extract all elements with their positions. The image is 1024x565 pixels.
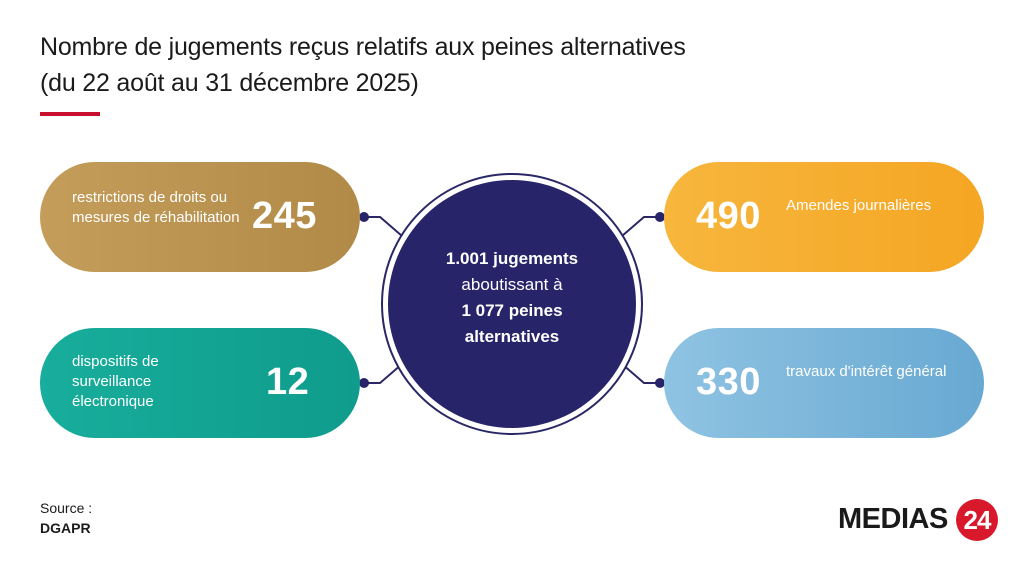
medias24-logo: MEDIAS 24: [838, 497, 1004, 543]
connector-amendes: [621, 216, 660, 237]
connector-dot-amendes: [655, 212, 665, 222]
category-amendes: 490 Amendes journalières: [664, 162, 984, 272]
center-line-alternatives: alternatives: [464, 327, 560, 346]
chart-title: Nombre de jugements reçus relatifs aux p…: [40, 33, 686, 61]
category-travaux: 330 travaux d'intérêt général: [664, 328, 984, 438]
center-line-judgments: 1.001 jugements: [445, 249, 579, 268]
connector-dot-restrictions: [359, 212, 369, 222]
center-circle: [388, 180, 636, 428]
logo-badge: 24: [956, 499, 998, 541]
connector-dot-surveillance: [359, 378, 369, 388]
connector-dot-travaux: [655, 378, 665, 388]
title-accent-bar: [40, 112, 100, 116]
category-restrictions: restrictions de droits ou mesures de réh…: [40, 162, 360, 272]
category-value: 330: [696, 361, 761, 403]
category-label: restrictions de droits ou mesures de réh…: [72, 189, 240, 226]
category-label: travaux d'intérêt général: [786, 363, 947, 380]
category-value: 12: [266, 361, 310, 403]
category-label: dispositifs de surveillance électronique: [72, 353, 159, 410]
connector-travaux: [621, 363, 660, 384]
logo-wordmark: MEDIAS: [838, 503, 948, 535]
category-surveillance: dispositifs de surveillance électronique…: [40, 328, 360, 438]
center-line-penalties: 1 077 peines: [461, 301, 563, 320]
category-label: Amendes journalières: [786, 197, 932, 214]
chart-subtitle: (du 22 août au 31 décembre 2025): [40, 69, 419, 97]
center-line-leading: aboutissant à: [461, 275, 563, 294]
source-value: DGAPR: [40, 520, 91, 536]
connector-surveillance: [364, 363, 403, 384]
source-label: Source :: [40, 500, 93, 516]
category-value: 490: [696, 195, 761, 237]
center-summary: 1.001 jugements aboutissant à 1 077 pein…: [408, 246, 616, 350]
category-value: 245: [252, 195, 317, 237]
connector-restrictions: [364, 216, 403, 237]
